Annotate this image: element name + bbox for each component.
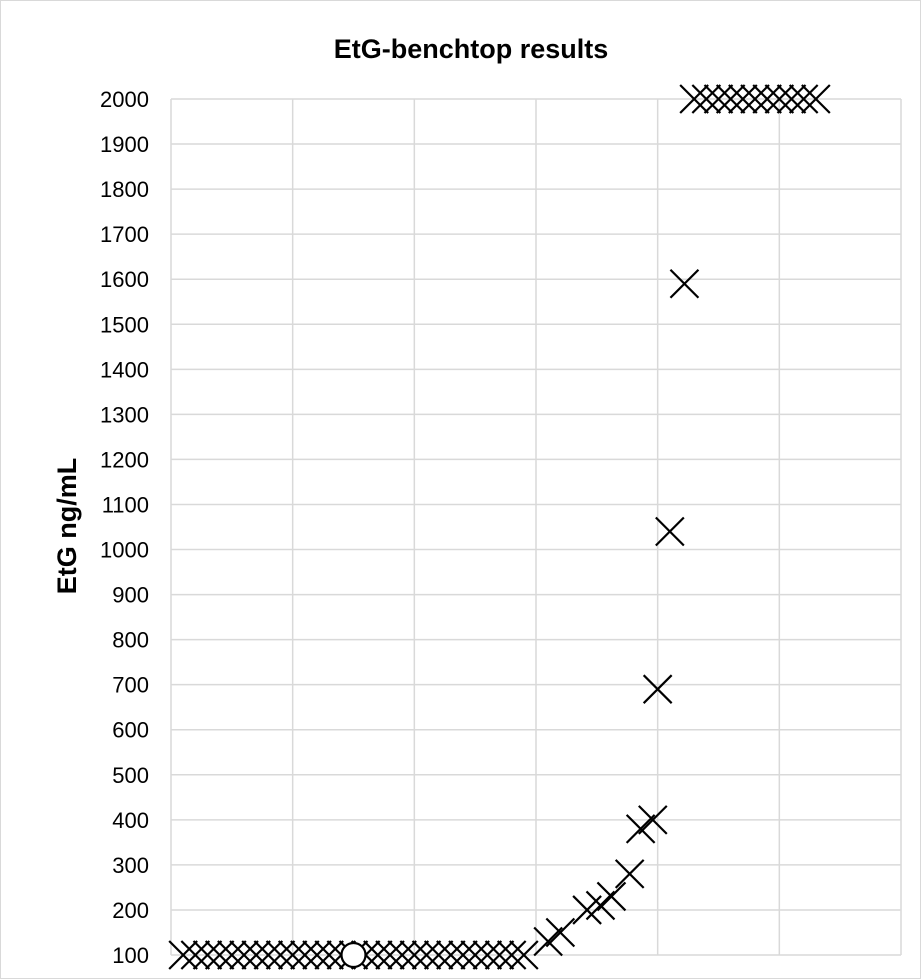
x-marker: [788, 84, 819, 114]
y-tick-label: 100: [112, 943, 149, 968]
x-marker: [638, 805, 668, 835]
x-marker: [625, 814, 656, 844]
x-marker: [314, 940, 344, 970]
y-axis-label: EtG ng/mL: [52, 458, 82, 595]
y-tick-label: 1900: [100, 132, 149, 157]
x-marker: [253, 940, 284, 970]
x-marker: [363, 940, 393, 970]
x-marker: [448, 940, 478, 970]
y-tick-label: 600: [112, 718, 149, 743]
x-marker: [265, 940, 296, 970]
x-marker: [703, 84, 734, 114]
x-marker: [496, 940, 527, 970]
y-tick-labels: 100 200 300 400 500 600 700 800 900 1000 1100 1200 1…: [100, 87, 149, 968]
x-marker: [241, 940, 271, 970]
x-marker: [387, 940, 417, 970]
x-marker: [669, 268, 700, 299]
x-marker: [180, 940, 211, 970]
x-marker: [679, 84, 709, 114]
x-marker: [277, 940, 308, 970]
x-marker: [423, 940, 454, 970]
y-tick-label: 1800: [100, 177, 149, 202]
x-marker: [484, 940, 515, 970]
x-marker: [728, 84, 758, 114]
x-marker: [691, 84, 722, 114]
grid: [170, 98, 902, 956]
x-marker: [192, 940, 223, 970]
x-marker: [614, 859, 645, 889]
y-tick-label: 700: [112, 673, 149, 698]
x-marker: [375, 940, 405, 970]
y-tick-label: 2000: [100, 87, 149, 112]
y-tick-label: 1400: [100, 357, 149, 382]
x-marker: [217, 940, 247, 970]
x-marker: [472, 940, 503, 970]
x-marker: [460, 940, 490, 970]
y-tick-label: 800: [112, 628, 149, 653]
x-marker: [399, 940, 430, 970]
x-marker: [229, 940, 259, 970]
x-marker: [436, 940, 466, 970]
y-tick-label: 900: [112, 583, 149, 608]
y-tick-label: 1000: [100, 538, 149, 563]
x-marker: [168, 940, 198, 970]
y-tick-label: 200: [112, 898, 149, 923]
x-marker: [545, 917, 576, 948]
chart-title: EtG-benchtop results: [334, 34, 609, 64]
circle-marker: [340, 941, 367, 969]
x-marker: [290, 940, 320, 970]
x-marker: [655, 516, 685, 547]
x-marker: [801, 84, 831, 114]
x-marker: [776, 84, 807, 114]
x-marker: [715, 84, 746, 114]
y-tick-label: 1500: [100, 312, 149, 337]
y-tick-label: 300: [112, 853, 149, 878]
y-tick-label: 1100: [102, 492, 149, 517]
data-points: [168, 84, 831, 970]
x-marker: [596, 881, 627, 912]
x-marker: [642, 674, 673, 704]
y-tick-label: 400: [112, 808, 149, 833]
x-marker: [533, 926, 563, 957]
x-marker: [740, 84, 770, 114]
y-tick-label: 1300: [100, 402, 149, 427]
x-marker: [411, 940, 442, 970]
y-tick-label: 1600: [100, 267, 149, 292]
x-marker: [204, 940, 235, 970]
x-marker: [752, 84, 782, 114]
x-marker: [302, 940, 332, 970]
y-tick-label: 1200: [100, 447, 149, 472]
x-marker: [509, 940, 539, 970]
y-tick-label: 500: [112, 763, 149, 788]
y-tick-label: 1700: [100, 222, 149, 247]
x-marker: [764, 84, 795, 114]
